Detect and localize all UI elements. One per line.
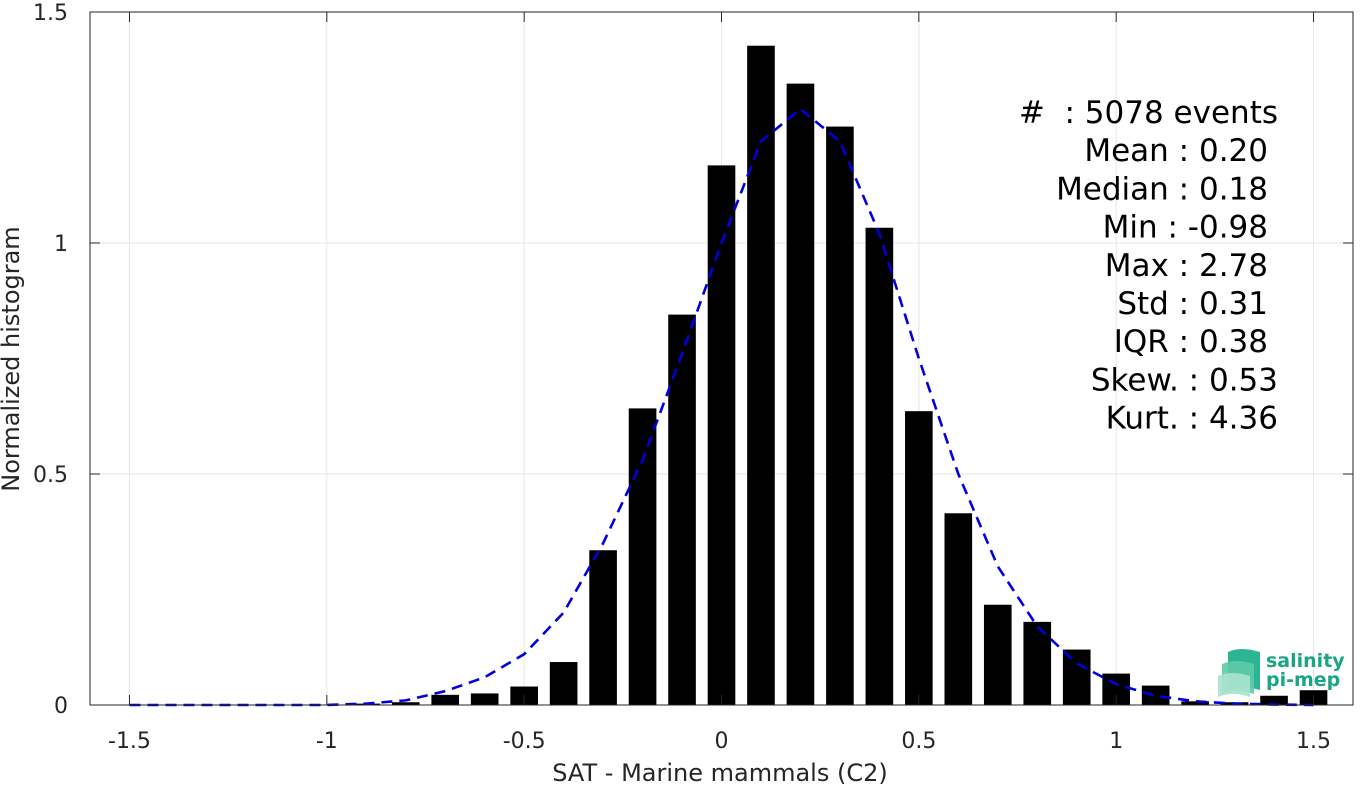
fit-curve-line <box>129 107 1314 707</box>
histogram-bar <box>865 227 894 705</box>
logo-text-line2: pi-mep <box>1266 669 1340 691</box>
stats-line: # : 5078 events <box>1019 95 1278 131</box>
x-tick-label: 1.5 <box>1296 729 1331 754</box>
y-tick-label: 0.5 <box>33 463 68 488</box>
histogram-bar <box>1062 649 1091 705</box>
tick-labels: -1.5 -1 -0.5 0 0.5 1 1.5 0 0.5 1 1.5 <box>33 1 1331 754</box>
salinity-pi-mep-logo: salinity pi-mep <box>1218 649 1345 697</box>
histogram-bar <box>668 314 696 705</box>
x-tick-label: -1 <box>316 729 338 754</box>
axes <box>89 11 1354 706</box>
histogram-bar <box>707 165 736 705</box>
y-tick-label: 1 <box>54 232 68 257</box>
x-axis-label: SAT - Marine mammals (C2) <box>552 759 887 785</box>
logo-wave-icon <box>1218 649 1260 697</box>
histogram-bar <box>628 408 657 705</box>
stats-line: Skew. : 0.53 <box>1091 362 1278 398</box>
x-tick-label: 0.5 <box>901 729 936 754</box>
histogram-bar <box>1260 695 1288 705</box>
x-tick-label: 0 <box>715 729 729 754</box>
stats-line: Mean : 0.20 <box>1084 133 1268 169</box>
x-tick-label: 1 <box>1109 729 1123 754</box>
histogram-bar <box>549 662 578 705</box>
stats-line: Std : 0.31 <box>1117 286 1268 322</box>
histogram-bar <box>470 693 499 705</box>
x-tick-label: -0.5 <box>503 729 546 754</box>
y-axis-label: Normalized histogram <box>0 226 25 491</box>
stats-line: Median : 0.18 <box>1056 171 1268 207</box>
histogram-bar <box>589 550 617 705</box>
histogram-bar <box>1023 621 1052 705</box>
histogram-bar <box>1141 685 1170 705</box>
histogram-bar <box>747 45 775 705</box>
x-tick-label: -1.5 <box>108 729 151 754</box>
stats-line: Max : 2.78 <box>1105 248 1268 284</box>
logo-text-line1: salinity <box>1266 650 1345 672</box>
stats-line: IQR : 0.38 <box>1114 324 1268 360</box>
histogram-bar <box>431 694 460 705</box>
y-tick-label: 0 <box>54 694 68 719</box>
histogram-bar <box>391 702 420 705</box>
histogram-bar <box>983 604 1012 705</box>
histogram-bar <box>905 411 933 705</box>
histogram-bar <box>1181 701 1209 705</box>
stats-line: Kurt. : 4.36 <box>1106 401 1278 437</box>
histogram-bar <box>944 513 973 705</box>
stats-line: Min : -0.98 <box>1103 210 1268 246</box>
histogram-bar <box>786 83 815 706</box>
fit-curve <box>129 107 1314 707</box>
y-tick-label: 1.5 <box>33 1 68 26</box>
histogram-bar <box>826 126 854 706</box>
